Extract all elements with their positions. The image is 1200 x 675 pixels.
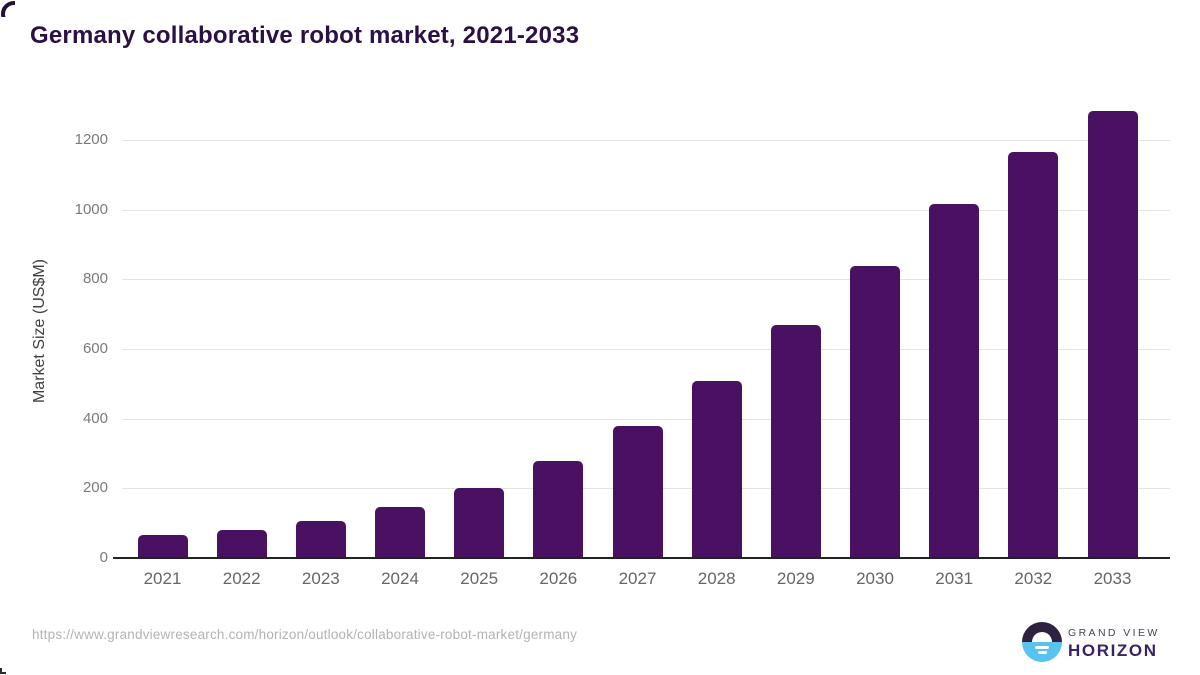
logo-sun-notch — [1032, 632, 1052, 642]
bar-2033[interactable] — [1087, 110, 1138, 558]
x-tick-label-2031: 2031 — [935, 569, 974, 588]
y-tick-label-600: 600 — [82, 339, 108, 357]
y-tick-label-400: 400 — [82, 409, 108, 427]
x-tick-label-2025: 2025 — [460, 569, 499, 588]
x-tick-label-2030: 2030 — [856, 569, 894, 588]
y-tick-label-800: 800 — [82, 270, 108, 288]
bar-2027[interactable] — [612, 425, 663, 558]
bar-2029[interactable] — [770, 325, 821, 558]
bar-2030[interactable] — [850, 265, 900, 558]
bar-2021[interactable] — [137, 535, 188, 558]
x-tick-label-2021: 2021 — [143, 569, 182, 588]
y-tick-label-0: 0 — [99, 549, 108, 566]
horizon-sun-icon — [1022, 622, 1062, 662]
bar-2024[interactable] — [375, 507, 425, 558]
bar-2023[interactable] — [295, 521, 346, 558]
x-tick-label-2024: 2024 — [381, 569, 419, 588]
x-tick-label-2028: 2028 — [697, 569, 736, 588]
bar-2028[interactable] — [691, 381, 742, 558]
bar-2025[interactable] — [454, 488, 505, 558]
x-tick-label-2033: 2033 — [1093, 569, 1132, 588]
x-tick-label-2027: 2027 — [618, 569, 657, 588]
bar-2032[interactable] — [1008, 152, 1059, 558]
x-tick-label-2029: 2029 — [776, 569, 815, 588]
logo-wordmark: GRAND VIEW HORIZON — [1068, 627, 1160, 661]
bar-2022[interactable] — [216, 530, 267, 558]
x-tick-label-2026: 2026 — [539, 569, 578, 588]
logo-reflection-line-1 — [1035, 646, 1049, 649]
y-tick-label-1000: 1000 — [74, 200, 108, 218]
y-tick-label-200: 200 — [82, 479, 108, 497]
bar-2026[interactable] — [533, 461, 584, 558]
x-tick-label-2023: 2023 — [301, 569, 340, 588]
gridline-800 — [122, 279, 1170, 281]
logo-brand-top-label: GRAND VIEW — [1068, 627, 1160, 639]
chart-title: Germany collaborative robot market, 2021… — [30, 22, 580, 49]
x-tick-label-2032: 2032 — [1014, 569, 1053, 588]
grand-view-horizon-logo: GRAND VIEW HORIZON — [1022, 622, 1172, 664]
gridline-400 — [122, 418, 1170, 420]
y-tick-label-1200: 1200 — [74, 130, 108, 148]
source-url: https://www.grandviewresearch.com/horizo… — [32, 627, 578, 642]
x-tick-label-2022: 2022 — [222, 569, 261, 588]
logo-brand-bottom-label: HORIZON — [1068, 641, 1158, 660]
logo-reflection-line-2 — [1037, 651, 1047, 654]
gridline-1200 — [122, 139, 1170, 141]
x-axis-line — [113, 557, 1170, 559]
gridline-1000 — [122, 209, 1170, 211]
bar-2031[interactable] — [929, 204, 980, 558]
gridline-600 — [122, 348, 1170, 350]
